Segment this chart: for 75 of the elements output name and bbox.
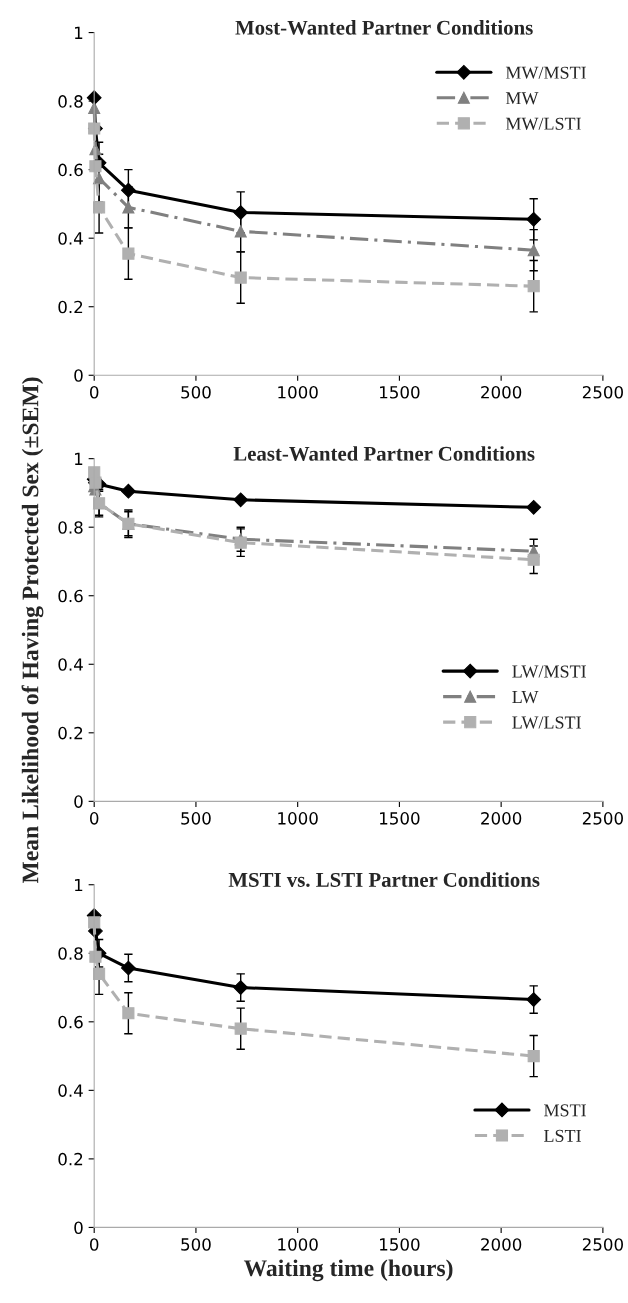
legend-label: LSTI	[544, 1129, 581, 1142]
point	[120, 182, 136, 198]
point	[527, 244, 540, 257]
y-tick-label: 0.8	[58, 95, 83, 108]
point	[120, 960, 136, 976]
y-tick-label: 0.8	[58, 947, 83, 960]
y-tick-label: 0.6	[58, 163, 83, 177]
point	[89, 950, 102, 963]
legend-label: LW/MSTI	[512, 665, 586, 678]
point	[527, 553, 540, 566]
x-tick-label: 0	[90, 385, 99, 399]
y-tick-label: 0.6	[58, 589, 83, 603]
x-tick-label: 2500	[582, 1238, 623, 1251]
legend-label: MW/LSTI	[505, 117, 581, 130]
x-tick-label: 0	[90, 812, 99, 825]
point	[526, 992, 542, 1007]
point	[89, 160, 102, 173]
x-tick-label: 500	[181, 812, 211, 825]
x-tick-label: 1000	[278, 812, 318, 825]
y-tick-label: 0	[74, 795, 83, 808]
y-tick-label: 0.2	[58, 726, 83, 740]
chart-title: Most-Wanted Partner Conditions	[235, 20, 533, 35]
chart-title: Least-Wanted Partner Conditions	[233, 446, 535, 461]
point	[233, 205, 249, 220]
x-tick-label: 1000	[278, 385, 318, 399]
y-tick-label: 1	[75, 26, 83, 39]
x-tick-label: 1500	[380, 1238, 420, 1251]
point	[234, 225, 247, 238]
y-tick-label: 1	[75, 878, 83, 892]
x-tick-label: 500	[181, 1238, 211, 1251]
point	[122, 1007, 135, 1020]
point	[526, 211, 542, 227]
point	[93, 172, 106, 185]
chart-title: MSTI vs. LSTI Partner Conditions	[228, 872, 540, 887]
x-tick-label: 1500	[380, 812, 420, 825]
y-tick-label: 0.4	[58, 232, 83, 245]
x-tick-label: 2500	[582, 385, 623, 399]
legend-label: MW	[505, 92, 539, 105]
y-tick-label: 0.2	[58, 1152, 83, 1166]
legend-label: MW/MSTI	[505, 66, 586, 79]
x-tick-label: 500	[181, 385, 211, 399]
y-tick-label: 1	[75, 452, 83, 465]
y-tick-label: 0	[74, 369, 83, 382]
x-tick-label: 2500	[582, 812, 623, 825]
point	[93, 201, 106, 214]
point	[234, 271, 247, 284]
point	[526, 499, 542, 515]
x-tick-label: 2000	[481, 1238, 522, 1251]
y-tick-label: 0.4	[58, 658, 83, 671]
point	[234, 1022, 247, 1035]
point	[122, 201, 135, 214]
legend-label: MSTI	[544, 1104, 586, 1117]
y-tick-label: 0.6	[58, 1015, 83, 1029]
point	[120, 483, 136, 499]
x-tick-label: 2000	[481, 812, 522, 825]
point	[93, 967, 106, 980]
y-tick-label: 0	[74, 1221, 83, 1234]
point	[527, 280, 540, 293]
x-tick-label: 1000	[278, 1238, 318, 1251]
y-tick-label: 0.2	[58, 300, 83, 314]
legend-label: LW	[512, 691, 539, 704]
y-axis-title: Mean Likelihood of Having Protected Sex (±SEM)	[21, 377, 44, 884]
y-tick-label: 0.8	[58, 521, 83, 534]
legend-label: LW/LSTI	[512, 716, 581, 729]
point	[86, 90, 102, 106]
x-tick-label: 1500	[380, 385, 420, 399]
point	[233, 492, 249, 508]
x-tick-label: 2000	[481, 385, 522, 399]
x-tick-label: 0	[90, 1238, 99, 1251]
x-axis-title: Waiting time (hours)	[243, 1259, 453, 1282]
point	[527, 1050, 540, 1063]
y-tick-label: 0.4	[58, 1084, 83, 1097]
point	[233, 980, 249, 995]
point	[88, 916, 101, 929]
point	[122, 247, 135, 260]
